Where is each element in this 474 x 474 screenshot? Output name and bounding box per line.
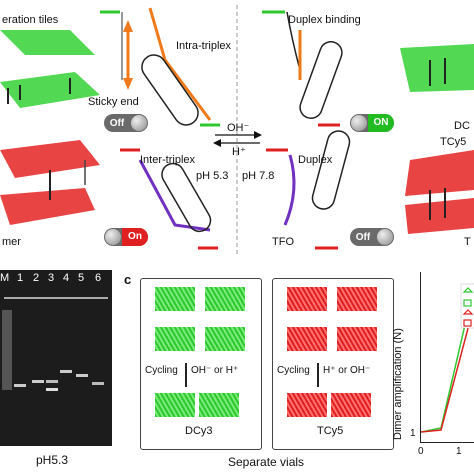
toggle-on-text: ON — [368, 114, 394, 132]
cycle-label-left: Cycling — [145, 365, 178, 376]
toggle-knob-icon — [351, 115, 367, 131]
red-tile — [337, 287, 377, 311]
tiles-label: eration tiles — [2, 14, 59, 26]
intra-triplex-label: Intra-triplex — [176, 40, 232, 52]
chart-svg — [420, 282, 474, 433]
chart-ylabel: Dimer amplification (N) — [392, 328, 404, 440]
arrow-down-icon — [317, 363, 319, 387]
inter-triplex-hairpin — [120, 148, 218, 250]
mer-label: mer — [2, 236, 21, 248]
gel-image — [0, 270, 112, 446]
red-tile-stack-right — [405, 150, 474, 234]
left-vial-name: DCy3 — [185, 425, 213, 437]
arrow-down-icon — [185, 363, 187, 387]
toggle-off-duplex: Off — [350, 228, 394, 246]
ph-left-label: pH 5.3 — [196, 170, 229, 182]
chart-tick-x0: 0 — [418, 446, 424, 457]
gel-lane-4: 4 — [63, 272, 70, 284]
ions-label-right: H⁺ or OH⁻ — [323, 365, 371, 376]
toggle-off-sticky: Off — [104, 114, 148, 132]
toggle-knob-icon — [377, 229, 393, 245]
toggle-on-inter: On — [104, 228, 148, 246]
gel-lane-5: 5 — [78, 272, 85, 284]
vial-right: Cycling H⁺ or OH⁻ TCy5 — [272, 278, 394, 450]
red-tile — [287, 327, 327, 351]
vial-left: Cycling OH⁻ or H⁺ DCy3 — [140, 278, 262, 450]
duplex-tfo-hairpin — [266, 130, 351, 250]
toggle-knob-icon — [105, 229, 121, 245]
sticky-end-label: Sticky end — [88, 96, 139, 108]
red-tile — [287, 287, 327, 311]
red-tile — [287, 393, 327, 417]
tfo-label: TFO — [272, 236, 294, 248]
green-tile — [155, 393, 195, 417]
green-tile — [205, 327, 245, 351]
ions-label-left: OH⁻ or H⁺ — [191, 365, 239, 376]
chart-tick-y1: 1 — [410, 428, 416, 439]
equilibrium-arrows — [213, 131, 262, 147]
red-tile — [331, 393, 371, 417]
toggle-off-text: Off — [355, 231, 371, 243]
green-tile-stack-right — [400, 44, 474, 92]
dc-label: DC — [454, 120, 470, 132]
red-tile-stack-left — [0, 140, 100, 225]
gel-ph-label: pH5.3 — [36, 453, 69, 467]
red-tile — [337, 327, 377, 351]
duplex-binding-label: Duplex binding — [288, 14, 361, 26]
gel-lane-3: 3 — [48, 272, 55, 284]
gel-lane-6: 6 — [95, 272, 102, 284]
h-label: H⁺ — [232, 146, 246, 158]
toggle-on-duplex: ON — [350, 114, 394, 132]
intra-triplex-hairpin — [141, 7, 220, 127]
gel-lane-1: 1 — [17, 272, 24, 284]
chart-area — [420, 272, 474, 443]
green-tile — [205, 287, 245, 311]
gel-lane-2: 2 — [33, 272, 40, 284]
duplex-binding-hairpin — [262, 10, 343, 127]
inter-triplex-label: Inter-triplex — [140, 154, 196, 166]
gel-lane-M: M — [0, 272, 10, 284]
ph-right-label: pH 7.8 — [242, 170, 275, 182]
green-tile — [155, 287, 195, 311]
sticky-end-strand — [100, 10, 133, 90]
right-vial-name: TCy5 — [317, 425, 344, 437]
chart-tick-x1: 1 — [456, 446, 462, 457]
tcy-label: TCy5 — [440, 136, 467, 148]
green-tile — [155, 327, 195, 351]
green-tile-stack-left — [0, 30, 100, 108]
gel-bands — [2, 297, 108, 391]
green-tile — [199, 393, 239, 417]
separate-vials-caption: Separate vials — [228, 455, 305, 469]
duplex-label: Duplex — [298, 154, 333, 166]
oh-label: OH⁻ — [227, 122, 250, 134]
toggle-knob-icon — [131, 115, 147, 131]
t-label: T — [464, 236, 471, 248]
cycle-label-right: Cycling — [277, 365, 310, 376]
toggle-on-red-text: On — [122, 228, 148, 246]
panel-c-letter: c — [124, 272, 132, 287]
toggle-off-text: Off — [109, 117, 125, 129]
